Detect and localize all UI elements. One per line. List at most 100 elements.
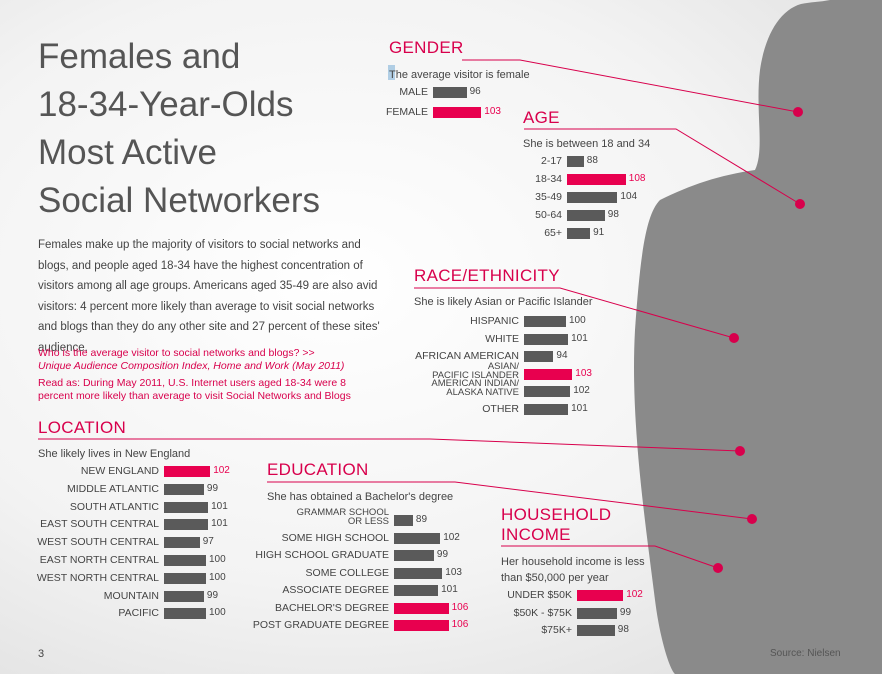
education-bar-value: 106 [451,601,469,613]
location-bar-row: EAST NORTH CENTRAL 100 [0,554,882,566]
education-bar-label: SOME COLLEGE [305,566,389,579]
household-income-bar-value: 102 [626,589,643,600]
location-bar-value: 100 [209,554,226,565]
education-bar [394,602,449,614]
education-bar-row: HIGH SCHOOL GRADUATE 99 [0,549,882,561]
text-cursor [388,65,395,80]
gender-bar-value: 96 [469,86,481,97]
race-ethnicity-bar [524,333,569,345]
location-bar-row: NEW ENGLAND 102 [0,465,882,477]
education-bar-row: GRAMMAR SCHOOL OR LESS 89 [0,508,882,527]
age-bar-value: 98 [607,209,619,220]
household-income-bar-row: $50K - $75K 99 [0,607,882,619]
age-bar [567,210,605,221]
education-title: EDUCATION [267,460,369,479]
household-income-bar-label: UNDER $50K [507,589,572,601]
household-income-title: HOUSEHOLD INCOME [501,505,612,544]
source-credit: Source: Nielsen [770,648,841,659]
page-title-line-2: 18-34-Year-Olds [38,85,294,124]
education-bar-row: POST GRADUATE DEGREE 106 [0,619,882,631]
location-bar [164,519,209,531]
page-number: 3 [38,648,45,660]
location-bar-label: EAST NORTH CENTRAL [39,554,159,566]
education-bar [394,567,443,579]
education-bar-row: SOME COLLEGE 103 [0,566,882,579]
age-bar-row: 35-49 104 [0,191,882,203]
location-bar-row: WEST SOUTH CENTRAL 97 [0,536,882,549]
location-bar-value: 99 [206,482,219,494]
page-title-line-3: Most Active [38,133,217,172]
education-bar-value: 101 [441,584,458,595]
race-ethnicity-bar-value: 103 [575,367,592,379]
age-bar [567,156,584,167]
age-bar-label: 35-49 [535,191,562,203]
education-bar-value: 89 [415,514,428,525]
location-bar [164,555,206,566]
household-income-subtitle: Her household income is less than $50,00… [501,556,645,584]
location-bar-value: 100 [209,571,226,583]
location-title: LOCATION [38,418,127,437]
race-ethnicity-bar-value: 102 [573,385,590,396]
gender-title: GENDER [389,38,464,57]
age-bar [567,228,591,239]
location-bar-label: WEST NORTH CENTRAL [36,571,159,584]
age-bar-value: 108 [628,173,646,184]
location-bar-label: EAST SOUTH CENTRAL [40,518,159,531]
page-title-line-4: Social Networkers [38,181,321,220]
race-ethnicity-bar-row: HISPANIC 100 [0,315,882,327]
location-bar [164,572,206,584]
race-ethnicity-bar-value: 101 [571,402,588,414]
location-bar-value: 100 [209,607,226,619]
household-income-bar [577,625,615,636]
gender-bar-label: MALE [399,86,428,98]
source-note: Unique Audience Composition Index, Home … [38,360,345,372]
race-ethnicity-bar-value: 94 [556,350,568,361]
education-bar-label: GRAMMAR SCHOOL OR LESS [296,507,389,527]
race-ethnicity-bar-label: WHITE [485,332,519,345]
household-income-bar-value: 98 [617,624,629,635]
age-bar-label: 65+ [544,227,562,239]
race-ethnicity-bar-row: AMERICAN INDIAN/ ALASKA NATIVE 102 [0,379,882,398]
age-bar-label: 18-34 [535,173,562,185]
education-bar-row: SOME HIGH SCHOOL 102 [0,531,882,544]
location-bar-row: PACIFIC 100 [0,607,882,620]
gender-bar [433,87,467,98]
race-ethnicity-bar [524,403,569,415]
education-bar-value: 106 [451,619,469,630]
education-subtitle: She has obtained a Bachelor's degree [267,491,454,503]
education-bar-label: SOME HIGH SCHOOL [281,531,389,544]
location-bar-label: WEST SOUTH CENTRAL [37,536,159,549]
race-ethnicity-subtitle: She is likely Asian or Pacific Islander [414,296,593,308]
gender-bar [433,106,482,118]
age-bar-value: 88 [586,155,598,166]
age-title: AGE [523,108,560,127]
education-bar [394,532,441,544]
race-ethnicity-bar [524,316,566,327]
education-bar [394,585,439,596]
race-ethnicity-bar-row: ASIAN/ PACIFIC ISLANDER 103 [0,361,882,380]
location-bar-label: SOUTH ATLANTIC [69,500,159,513]
location-bar-value: 101 [211,518,228,530]
race-ethnicity-bar-row: WHITE 101 [0,332,882,345]
age-bar [567,174,626,185]
education-bar [394,620,449,631]
location-bar-label: NEW ENGLAND [80,465,159,477]
age-bar-label: 2-17 [540,155,562,167]
age-bar-label: 50-64 [535,209,562,221]
location-subtitle: She likely lives in New England [38,448,191,460]
location-bar [164,501,209,513]
age-bar-row: 18-34 108 [0,173,882,185]
race-ethnicity-bar-value: 100 [569,315,586,326]
location-bar-row: SOUTH ATLANTIC 101 [0,500,882,513]
race-ethnicity-bar [524,368,573,380]
age-bar-row: 2-17 88 [0,155,882,167]
age-bar-value: 104 [620,191,638,202]
location-bar-value: 99 [206,589,219,601]
race-ethnicity-bar-label: AMERICAN INDIAN/ ALASKA NATIVE [431,378,519,398]
education-bar-row: ASSOCIATE DEGREE 101 [0,584,882,596]
household-income-bar-row: $75K+ 98 [0,624,882,636]
household-income-bar [577,607,617,619]
location-bar-row: EAST SOUTH CENTRAL 101 [0,518,882,531]
gender-bar-value: 103 [484,105,501,117]
